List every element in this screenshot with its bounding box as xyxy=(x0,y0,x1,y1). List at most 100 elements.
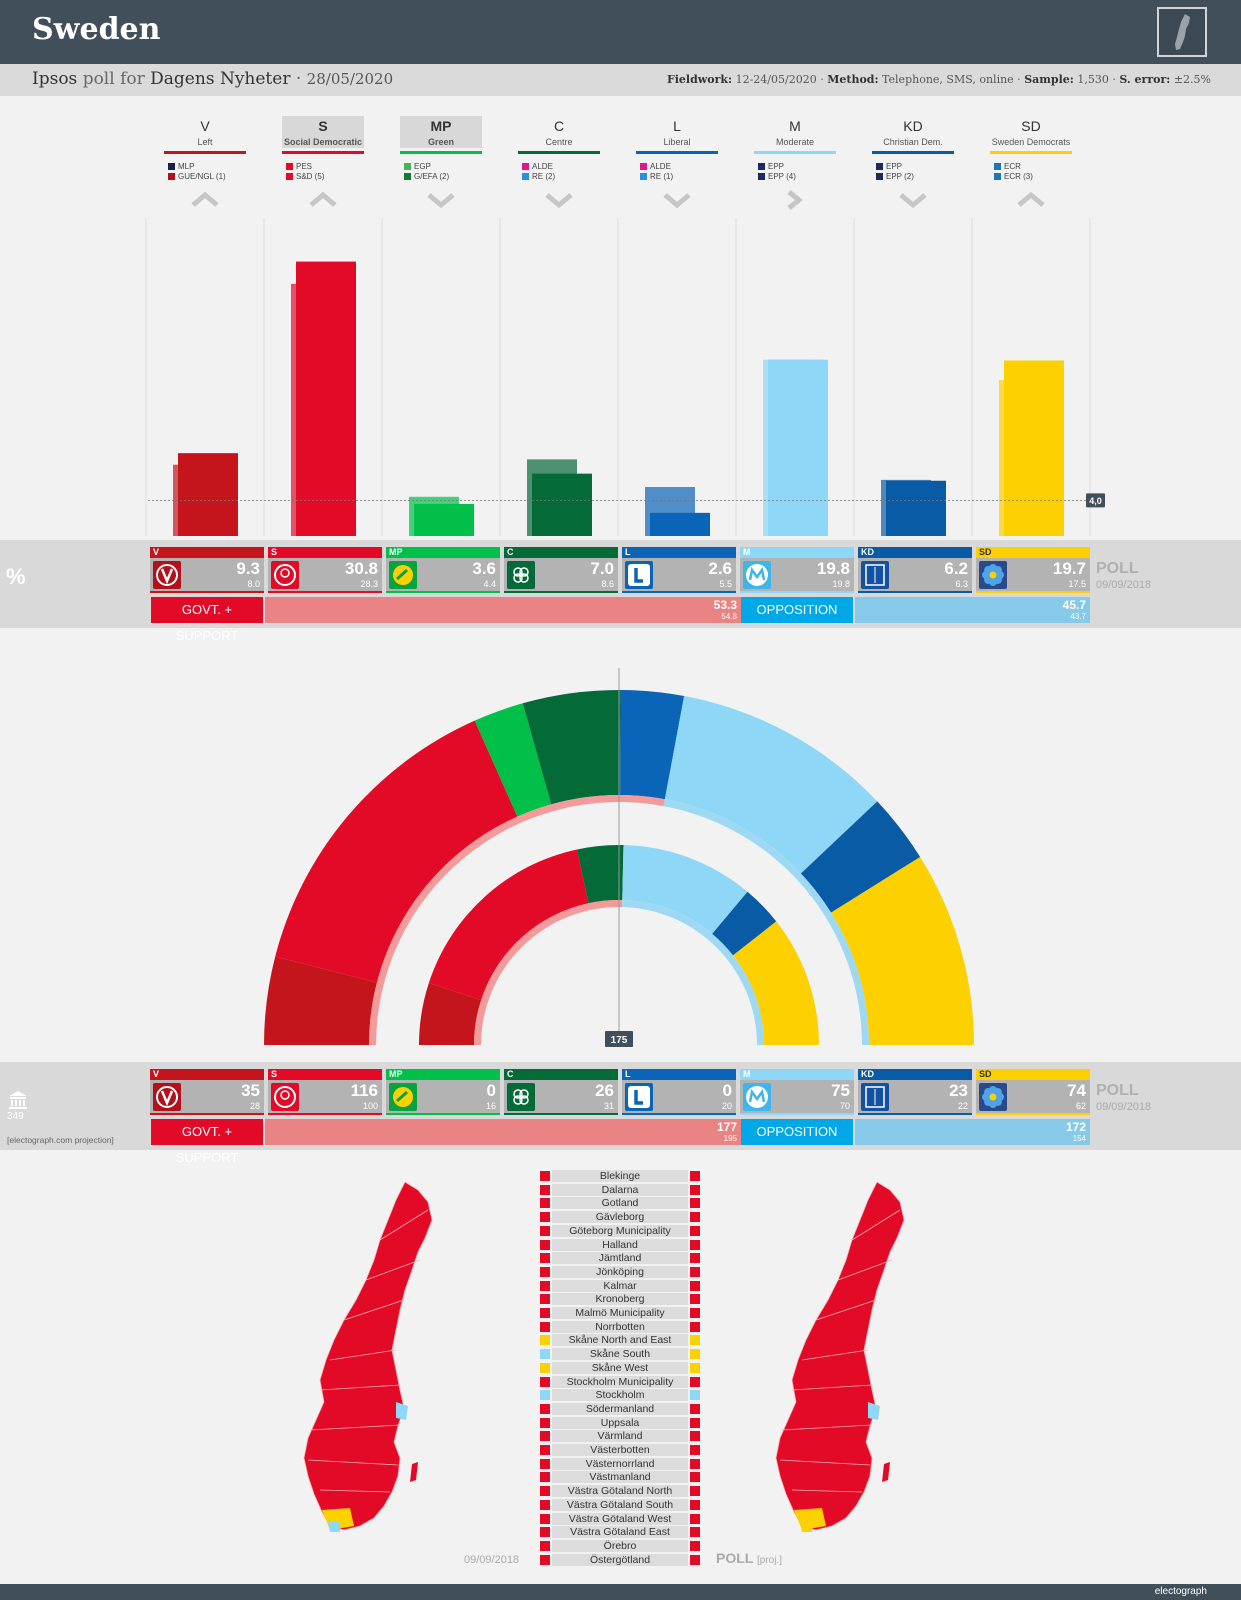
region-prev-winner xyxy=(540,1335,550,1346)
group-color-swatch xyxy=(876,173,883,180)
party-abbr: SD xyxy=(1021,118,1041,134)
eu-group-item: EPP xyxy=(876,162,954,172)
party-abbr: MP xyxy=(400,116,482,136)
logo-s-icon xyxy=(271,1083,299,1111)
region-poll-winner xyxy=(690,1376,700,1387)
eu-group-item: ECR xyxy=(994,162,1072,172)
header-bar: Sweden xyxy=(0,0,1241,64)
vote-card-kd: KD 6.2 6.3 xyxy=(858,547,972,593)
region-gotland xyxy=(882,1462,890,1482)
seat-prev-value: 31 xyxy=(603,1101,614,1111)
region-name: Norrbotten xyxy=(552,1320,688,1333)
logo-mp-icon xyxy=(389,561,417,589)
region-poll-winner xyxy=(690,1239,700,1250)
region-name: Skåne North and East xyxy=(552,1334,688,1347)
logo-c-icon xyxy=(507,1083,535,1111)
seat-prev-value: 20 xyxy=(721,1101,732,1111)
eu-group-label: MLP xyxy=(178,162,195,171)
party-name: Liberal xyxy=(663,137,691,147)
vote-prev-value: 8.6 xyxy=(601,579,614,589)
region-poll-winner xyxy=(690,1417,700,1428)
region-row: Gävleborg xyxy=(540,1211,700,1224)
govt-vote-value: 53.3 xyxy=(713,598,737,612)
seat-value: 116 xyxy=(350,1081,378,1100)
region-row: Jämtland xyxy=(540,1252,700,1265)
card-underline xyxy=(976,1113,1090,1115)
region-border xyxy=(319,1384,401,1391)
percent-unit: % xyxy=(6,564,26,589)
bar-poll-s xyxy=(296,261,356,536)
card-logo xyxy=(271,561,299,589)
region-prev-winner xyxy=(540,1321,550,1332)
card-party-tag: SD xyxy=(976,547,1090,558)
seat-value: 0 xyxy=(722,1081,732,1100)
seat-prev-value: 28 xyxy=(249,1101,260,1111)
logo-s-icon xyxy=(271,561,299,589)
poll-meta: Fieldwork: 12-24/05/2020 · Method: Telep… xyxy=(666,73,1211,86)
region-row: Östergötland xyxy=(540,1553,700,1566)
region-poll-winner xyxy=(690,1253,700,1264)
region-name: Skåne South xyxy=(552,1348,688,1361)
logo-sd-icon xyxy=(979,1083,1007,1111)
region-name: Malmö Municipality xyxy=(552,1307,688,1319)
bar-poll-m xyxy=(768,359,828,536)
logo-v-icon xyxy=(153,1083,181,1111)
region-prev-winner xyxy=(540,1445,550,1455)
region-row: Göteborg Municipality xyxy=(540,1224,700,1237)
party-header-v: V Left MLP GUE/NGL (1) xyxy=(164,116,246,210)
logo-kd-icon xyxy=(861,561,889,589)
region-name: Göteborg Municipality xyxy=(552,1224,688,1237)
bar-poll-c xyxy=(532,473,592,536)
map-poll-projection xyxy=(775,1181,905,1532)
opposition-seat-bar: 172 154 xyxy=(855,1119,1090,1145)
region-row: Västernorrland xyxy=(540,1457,700,1470)
eu-group-label: EPP xyxy=(768,162,785,171)
seat-prev-value: 62 xyxy=(1075,1101,1086,1111)
eu-group-item: ALDE xyxy=(522,162,600,172)
vote-prev-value: 28.3 xyxy=(360,579,378,589)
group-color-swatch xyxy=(876,163,883,170)
eu-group-item: GUE/NGL (1) xyxy=(168,172,246,182)
majority-badge xyxy=(605,1031,633,1047)
region-row: Västra Götaland West xyxy=(540,1512,700,1525)
seat-card-s: S 116 100 xyxy=(268,1069,382,1115)
region-row: Stockholm Municipality xyxy=(540,1375,700,1388)
seat-card-l: L 0 20 xyxy=(622,1069,736,1115)
region-poll-winner xyxy=(690,1349,700,1360)
party-color-line xyxy=(518,151,600,154)
map-right-poll-label: POLL [proj.] xyxy=(716,1550,782,1566)
region-skane-south xyxy=(328,1522,340,1532)
eu-group-label: PES xyxy=(296,162,313,171)
projection-tag: [proj.] xyxy=(756,1555,782,1566)
card-party-tag: V xyxy=(150,1069,264,1080)
party-name: Left xyxy=(197,137,213,147)
party-color-line xyxy=(872,151,954,154)
party-eu-groups: PES S&D (5) xyxy=(282,162,364,182)
card-underline xyxy=(740,1113,854,1115)
party-name: Social Democratic xyxy=(282,136,364,148)
card-party-tag: KD xyxy=(858,1069,972,1080)
card-underline xyxy=(150,591,264,593)
bar-poll-mp xyxy=(414,503,474,536)
region-row: Västmanland xyxy=(540,1471,700,1484)
govt-seat-prev: 195 xyxy=(723,1134,737,1143)
region-name: Västmanland xyxy=(552,1471,688,1484)
logo-mp-icon xyxy=(389,1083,417,1111)
bar-poll-v xyxy=(178,453,238,536)
logo-l-icon xyxy=(625,561,653,589)
group-color-swatch xyxy=(286,163,293,170)
govt-support-bar: 53.3 54.8 xyxy=(265,597,741,623)
logo-m-icon xyxy=(743,561,771,589)
party-eu-groups: EPP EPP (4) xyxy=(754,162,836,182)
region-poll-winner xyxy=(690,1554,700,1565)
region-prev-winner xyxy=(540,1239,550,1250)
vote-card-sd: SD 19.7 17.5 xyxy=(976,547,1090,593)
group-color-swatch xyxy=(758,163,765,170)
eu-group-item: G/EFA (2) xyxy=(404,172,482,182)
region-name: Gotland xyxy=(552,1197,688,1210)
region-row: Dalarna xyxy=(540,1183,700,1196)
eu-group-item: S&D (5) xyxy=(286,172,364,182)
seat-hemicycle-chart: 175 xyxy=(264,668,974,1047)
logo-v-icon xyxy=(153,561,181,589)
card-logo xyxy=(153,561,181,589)
